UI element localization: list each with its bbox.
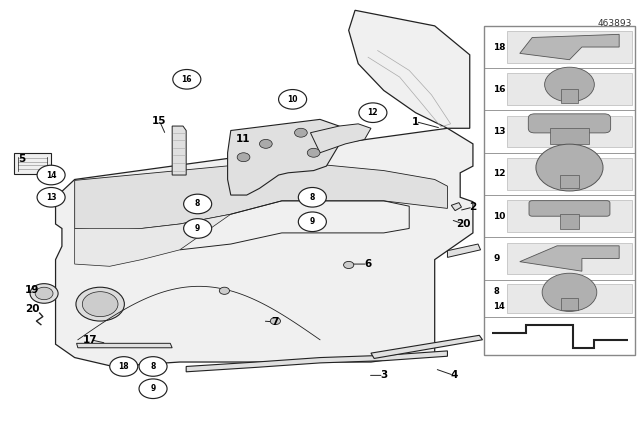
- Text: 9: 9: [310, 217, 315, 226]
- Circle shape: [30, 284, 58, 303]
- Circle shape: [184, 219, 212, 238]
- Text: 20: 20: [456, 219, 470, 229]
- Circle shape: [76, 287, 124, 321]
- FancyBboxPatch shape: [528, 114, 611, 133]
- Circle shape: [298, 212, 326, 232]
- FancyBboxPatch shape: [508, 31, 632, 63]
- Text: 16: 16: [493, 85, 506, 94]
- Text: 10: 10: [493, 212, 506, 221]
- Circle shape: [307, 148, 320, 157]
- Text: 16: 16: [182, 75, 192, 84]
- Text: 20: 20: [25, 304, 39, 314]
- FancyBboxPatch shape: [508, 73, 632, 105]
- Circle shape: [139, 357, 167, 376]
- Text: 3: 3: [380, 370, 387, 380]
- FancyBboxPatch shape: [561, 298, 578, 310]
- Text: 17: 17: [83, 335, 98, 345]
- Text: 9: 9: [195, 224, 200, 233]
- Text: 7: 7: [272, 317, 279, 327]
- FancyBboxPatch shape: [508, 116, 632, 147]
- Text: 15: 15: [152, 116, 166, 126]
- Circle shape: [359, 103, 387, 122]
- Text: 12: 12: [367, 108, 378, 117]
- Polygon shape: [75, 161, 447, 231]
- FancyBboxPatch shape: [529, 201, 610, 216]
- Circle shape: [220, 287, 230, 294]
- Polygon shape: [186, 351, 447, 372]
- Circle shape: [294, 128, 307, 137]
- Text: 18: 18: [118, 362, 129, 371]
- Text: 2: 2: [469, 202, 477, 212]
- FancyBboxPatch shape: [559, 214, 579, 229]
- Text: 14: 14: [46, 171, 56, 180]
- Circle shape: [109, 357, 138, 376]
- Text: 8: 8: [493, 287, 499, 296]
- Circle shape: [545, 67, 595, 102]
- Text: 8: 8: [195, 199, 200, 208]
- FancyBboxPatch shape: [508, 158, 632, 190]
- Circle shape: [270, 318, 280, 325]
- Circle shape: [35, 287, 53, 300]
- Text: 14: 14: [493, 302, 505, 311]
- Circle shape: [542, 273, 597, 311]
- FancyBboxPatch shape: [508, 243, 632, 274]
- Polygon shape: [349, 10, 470, 128]
- Polygon shape: [520, 34, 619, 60]
- FancyBboxPatch shape: [561, 89, 578, 103]
- Circle shape: [83, 292, 118, 317]
- Polygon shape: [56, 128, 473, 366]
- Circle shape: [237, 153, 250, 162]
- Polygon shape: [77, 343, 172, 348]
- FancyBboxPatch shape: [550, 128, 589, 144]
- FancyBboxPatch shape: [484, 26, 636, 355]
- Circle shape: [536, 144, 603, 191]
- Polygon shape: [447, 244, 481, 258]
- Polygon shape: [451, 202, 461, 211]
- Polygon shape: [520, 246, 619, 271]
- Text: 5: 5: [18, 155, 26, 164]
- Text: 18: 18: [493, 43, 506, 52]
- Text: 13: 13: [493, 127, 506, 136]
- Polygon shape: [371, 335, 483, 358]
- Text: 4: 4: [450, 370, 458, 380]
- Text: 463893: 463893: [598, 19, 632, 28]
- Text: 8: 8: [150, 362, 156, 371]
- Polygon shape: [310, 124, 371, 153]
- Polygon shape: [228, 119, 342, 195]
- Circle shape: [37, 188, 65, 207]
- Text: 11: 11: [236, 134, 251, 144]
- Polygon shape: [172, 126, 186, 175]
- Text: 1: 1: [412, 116, 419, 127]
- Circle shape: [37, 165, 65, 185]
- Text: 10: 10: [287, 95, 298, 104]
- Circle shape: [173, 69, 201, 89]
- FancyBboxPatch shape: [14, 153, 51, 174]
- Circle shape: [259, 139, 272, 148]
- Text: 9: 9: [493, 254, 500, 263]
- Polygon shape: [75, 214, 231, 266]
- FancyBboxPatch shape: [559, 175, 579, 188]
- Circle shape: [278, 90, 307, 109]
- Circle shape: [184, 194, 212, 214]
- Text: 8: 8: [310, 193, 315, 202]
- Text: 12: 12: [493, 169, 506, 178]
- FancyBboxPatch shape: [508, 284, 632, 313]
- Text: 13: 13: [46, 193, 56, 202]
- Text: 9: 9: [150, 384, 156, 393]
- Circle shape: [139, 379, 167, 399]
- Circle shape: [298, 188, 326, 207]
- Circle shape: [344, 261, 354, 268]
- Text: 19: 19: [25, 285, 39, 295]
- Text: 6: 6: [364, 259, 371, 269]
- FancyBboxPatch shape: [508, 200, 632, 232]
